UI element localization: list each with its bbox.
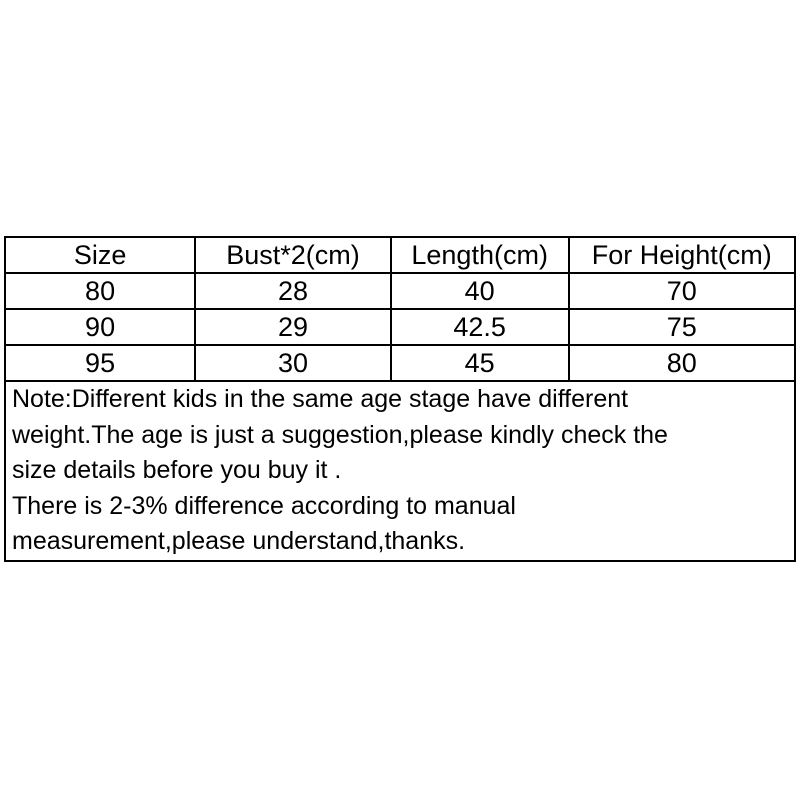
cell-height: 75 — [567, 308, 797, 346]
cell-height: 70 — [567, 272, 797, 310]
cell-height: 80 — [567, 344, 797, 382]
note-line: measurement,please understand,thanks. — [12, 527, 466, 555]
cell-size: 95 — [3, 344, 197, 382]
header-bust: Bust*2(cm) — [194, 236, 392, 274]
note-line: size details before you buy it . — [12, 456, 342, 484]
cell-length: 40 — [389, 272, 570, 310]
cell-size: 80 — [3, 272, 197, 310]
note-line: weight.The age is just a suggestion,plea… — [12, 420, 668, 449]
header-size: Size — [3, 236, 197, 274]
table-row: 90 29 42.5 75 — [3, 308, 797, 346]
table-row: 95 30 45 80 — [3, 344, 797, 382]
note-cell: Note:Different kids in the same age stag… — [4, 380, 796, 562]
header-height: For Height(cm) — [567, 236, 797, 274]
header-length: Length(cm) — [389, 236, 570, 274]
note-line: There is 2-3% difference according to ma… — [12, 491, 516, 520]
cell-size: 90 — [3, 308, 197, 346]
header-row: Size Bust*2(cm) Length(cm) For Height(cm… — [3, 236, 797, 274]
note-line: Note:Different kids in the same age stag… — [12, 385, 629, 413]
cell-bust: 29 — [194, 308, 392, 346]
table-row: 80 28 40 70 — [3, 272, 797, 310]
cell-length: 42.5 — [389, 308, 570, 346]
size-chart-table: Size Bust*2(cm) Length(cm) For Height(cm… — [3, 236, 797, 562]
cell-bust: 28 — [194, 272, 392, 310]
note-row: Note:Different kids in the same age stag… — [4, 380, 796, 562]
cell-length: 45 — [389, 344, 570, 382]
cell-bust: 30 — [194, 344, 392, 382]
